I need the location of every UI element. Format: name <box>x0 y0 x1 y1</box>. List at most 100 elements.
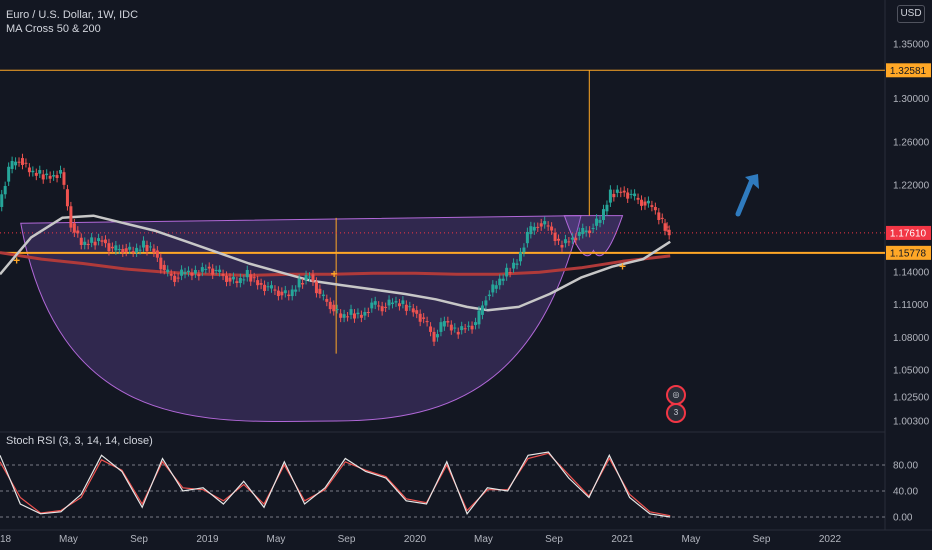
candle-body <box>138 249 142 251</box>
time-tick-label: Sep <box>545 534 563 545</box>
candle-body <box>391 302 395 305</box>
candle-body <box>148 246 152 248</box>
time-tick-label: 2019 <box>196 534 219 545</box>
candle-body <box>235 281 239 284</box>
candle-body <box>404 304 408 311</box>
price-tick-label: 1.22000 <box>893 181 930 192</box>
candle-body <box>636 197 640 200</box>
price-tag-bg <box>886 225 931 240</box>
ma-cross-marker: + <box>331 267 338 281</box>
candle-body <box>557 238 561 241</box>
time-tick-label: 2021 <box>611 534 634 545</box>
candle-body <box>24 162 28 164</box>
candle-body <box>245 269 249 278</box>
candle-body <box>397 303 401 307</box>
candle-body <box>214 269 218 271</box>
candle-body <box>577 231 581 236</box>
candle-body <box>619 191 623 193</box>
candle-body <box>646 200 650 204</box>
candle-body <box>663 223 667 231</box>
candle-body <box>121 248 125 253</box>
candle-body <box>560 244 564 248</box>
candle-body <box>256 280 260 286</box>
candle-body <box>45 173 49 176</box>
candle-body <box>79 237 83 245</box>
candle-body <box>103 239 107 244</box>
stoch-d-line <box>0 452 671 517</box>
candle-body <box>228 277 232 282</box>
candle-body <box>231 276 235 280</box>
candle-body <box>429 326 433 332</box>
candle-body <box>72 223 76 233</box>
candle-body <box>207 266 211 269</box>
candle-body <box>370 302 374 309</box>
candle-body <box>657 212 661 221</box>
candle-body <box>41 174 45 180</box>
candle-body <box>173 275 177 282</box>
candle-body <box>418 313 422 322</box>
candle-body <box>238 277 242 284</box>
price-tag-bg <box>886 63 931 78</box>
candle-body <box>522 247 526 253</box>
candle-body <box>667 229 671 236</box>
candle-body <box>411 308 415 313</box>
price-tag-label: 1.17610 <box>890 228 927 239</box>
candle-body <box>408 306 412 308</box>
candle-body <box>142 240 146 248</box>
price-tick-label: 1.02500 <box>893 393 930 404</box>
candle-body <box>525 231 529 244</box>
candle-body <box>48 175 52 179</box>
candle-body <box>543 221 547 225</box>
candle-body <box>304 275 308 281</box>
cup-pattern <box>20 215 582 422</box>
candle-body <box>225 275 229 282</box>
candle-body <box>529 226 533 235</box>
candle-body <box>14 161 18 166</box>
candle-body <box>539 223 543 227</box>
candle-body <box>62 172 66 185</box>
candle-body <box>252 277 256 279</box>
candle-body <box>287 294 291 297</box>
candle-body <box>52 175 56 177</box>
candle-body <box>494 285 498 289</box>
candle-body <box>387 299 391 306</box>
candle-body <box>218 269 222 273</box>
candle-body <box>442 321 446 327</box>
candle-body <box>162 264 166 270</box>
stoch-rsi-label[interactable]: Stoch RSI (3, 3, 14, 14, close) <box>6 435 153 447</box>
candle-body <box>97 238 101 242</box>
candle-body <box>152 248 156 253</box>
candle-body <box>176 277 180 279</box>
candle-body <box>263 284 267 291</box>
candle-body <box>435 334 439 338</box>
candle-body <box>190 272 194 276</box>
candle-body <box>501 278 505 281</box>
candle-body <box>446 321 450 323</box>
time-tick-label: May <box>59 534 78 545</box>
candle-body <box>487 294 491 297</box>
candle-body <box>373 301 377 305</box>
candle-body <box>297 278 301 288</box>
stoch-tick-label: 0.00 <box>893 513 913 524</box>
currency-button[interactable]: USD <box>897 5 925 23</box>
candle-body <box>665 226 669 228</box>
candle-body <box>107 243 111 252</box>
time-tick-label: May <box>682 534 701 545</box>
candle-body <box>532 226 536 231</box>
event-count-badge[interactable]: 3 <box>666 403 686 423</box>
candle-body <box>484 300 488 306</box>
symbol-title[interactable]: Euro / U.S. Dollar, 1W, IDC <box>6 9 139 21</box>
indicator-title[interactable]: MA Cross 50 & 200 <box>6 23 101 35</box>
candle-body <box>601 209 605 221</box>
candle-body <box>59 170 63 174</box>
candle-body <box>20 158 24 165</box>
candle-body <box>349 309 353 315</box>
economic-event-icon[interactable]: ◎ <box>666 385 686 405</box>
candle-body <box>135 247 139 253</box>
candle-body <box>180 269 184 276</box>
candle-body <box>83 241 87 245</box>
candle-body <box>55 175 59 178</box>
candle-body <box>660 217 664 219</box>
candle-body <box>518 252 522 262</box>
